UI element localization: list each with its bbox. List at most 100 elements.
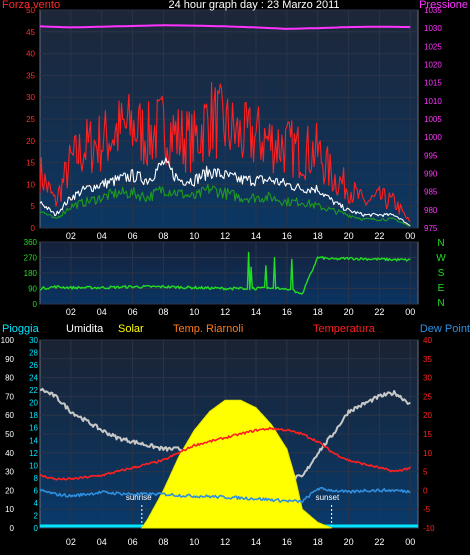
legend-label-2: Solar — [118, 323, 144, 335]
wind-average-series — [39, 183, 411, 228]
wind-tick-25: 25 — [26, 115, 35, 124]
pressure-tick-1020: 1020 — [424, 61, 442, 70]
humidity-tick-80: 80 — [5, 374, 14, 383]
humidity-tick-10: 10 — [5, 505, 14, 514]
compass-label-1: W — [436, 253, 446, 264]
x-tick-label-10: 10 — [189, 537, 199, 547]
rain-tick-28: 28 — [29, 349, 38, 358]
x-tick-label-18: 18 — [313, 231, 323, 241]
legend-label-4: Temperatura — [313, 323, 376, 335]
rain-tick-8: 8 — [34, 474, 39, 483]
wind-tick-0: 0 — [31, 224, 36, 233]
pressure-tick-975: 975 — [424, 224, 438, 233]
rain-tick-18: 18 — [29, 411, 38, 420]
wind-tick-30: 30 — [26, 93, 35, 102]
compass-label-4: N — [437, 298, 444, 309]
x-tick-label-04: 04 — [97, 537, 107, 547]
legend-label-3: Temp. Riarnoli — [173, 323, 243, 335]
temp-tick--10: -10 — [423, 524, 435, 533]
x-tick-label-04: 04 — [97, 231, 107, 241]
x-tick-label-08: 08 — [158, 307, 168, 317]
wind-tick-20: 20 — [26, 137, 35, 146]
temp-tick-40: 40 — [423, 336, 432, 345]
x-tick-label-20: 20 — [344, 537, 354, 547]
x-tick-label-16: 16 — [282, 231, 292, 241]
temp-tick-20: 20 — [423, 411, 432, 420]
x-tick-label-22: 22 — [374, 307, 384, 317]
direction-tick-180: 180 — [24, 269, 38, 278]
temp-tick-30: 30 — [423, 374, 432, 383]
compass-label-3: E — [438, 283, 445, 294]
dewpoint-series — [39, 486, 411, 504]
wind-tick-45: 45 — [26, 28, 35, 37]
direction-tick-360: 360 — [24, 238, 38, 247]
x-tick-label-16: 16 — [282, 307, 292, 317]
humidity-tick-100: 100 — [1, 336, 15, 345]
panel3-series: sunrise sunset — [39, 387, 418, 529]
rain-tick-20: 20 — [29, 399, 38, 408]
panel1-ticks: 0510152025303540455097598098599099510001… — [26, 6, 442, 241]
pressure-axis-label: Pressione — [419, 0, 468, 11]
pressure-tick-1030: 1030 — [424, 24, 442, 33]
wind-tick-5: 5 — [31, 202, 36, 211]
direction-tick-90: 90 — [28, 285, 37, 294]
wind-tick-15: 15 — [26, 159, 35, 168]
rain-tick-4: 4 — [34, 499, 39, 508]
rain-tick-12: 12 — [29, 449, 38, 458]
wind-direction-series — [39, 251, 411, 295]
temp-tick-10: 10 — [423, 449, 432, 458]
panel1-title: 24 hour graph day : 23 Marzo 2011 — [168, 0, 339, 11]
x-tick-label-02: 02 — [66, 307, 76, 317]
x-tick-label-12: 12 — [220, 537, 230, 547]
x-tick-label-08: 08 — [158, 231, 168, 241]
x-tick-label-12: 12 — [220, 231, 230, 241]
wind-gust-series — [39, 81, 411, 223]
rain-tick-10: 10 — [29, 461, 38, 470]
legend-label-0: Pioggia — [2, 323, 40, 335]
wind-tick-50: 50 — [26, 6, 35, 15]
solar-series — [140, 399, 332, 529]
temp-tick-0: 0 — [423, 486, 428, 495]
x-tick-label-16: 16 — [282, 537, 292, 547]
x-tick-label-10: 10 — [189, 231, 199, 241]
temperature-series — [39, 426, 411, 481]
temp-tick-35: 35 — [423, 355, 432, 364]
humidity-tick-40: 40 — [5, 449, 14, 458]
x-tick-label-14: 14 — [251, 231, 261, 241]
x-tick-label-18: 18 — [313, 537, 323, 547]
humidity-tick-90: 90 — [5, 355, 14, 364]
x-tick-label-20: 20 — [344, 231, 354, 241]
x-tick-label-20: 20 — [344, 307, 354, 317]
pressure-tick-985: 985 — [424, 188, 438, 197]
humidity-tick-50: 50 — [5, 430, 14, 439]
x-tick-label-02: 02 — [66, 231, 76, 241]
x-tick-label-06: 06 — [128, 537, 138, 547]
pressure-tick-1005: 1005 — [424, 115, 442, 124]
temp-tick-5: 5 — [423, 468, 428, 477]
x-tick-label-04: 04 — [97, 307, 107, 317]
x-tick-label-22: 22 — [374, 537, 384, 547]
direction-tick-0: 0 — [33, 300, 38, 309]
wind-axis-label: Forza vento — [2, 0, 60, 11]
temp-tick--5: -5 — [423, 505, 431, 514]
x-tick-label-00: 00 — [405, 231, 415, 241]
x-tick-label-22: 22 — [374, 231, 384, 241]
pressure-tick-995: 995 — [424, 151, 438, 160]
pressure-tick-980: 980 — [424, 206, 438, 215]
x-tick-label-12: 12 — [220, 307, 230, 317]
direction-tick-270: 270 — [24, 254, 38, 263]
x-tick-label-10: 10 — [189, 307, 199, 317]
x-tick-label-08: 08 — [158, 537, 168, 547]
rain-tick-22: 22 — [29, 386, 38, 395]
compass-label-0: N — [437, 238, 444, 249]
x-tick-label-00: 00 — [405, 307, 415, 317]
x-tick-label-14: 14 — [251, 307, 261, 317]
x-tick-label-14: 14 — [251, 537, 261, 547]
wind-tick-40: 40 — [26, 50, 35, 59]
compass-label-2: S — [438, 268, 445, 279]
annotation-label-sunset: sunset — [316, 493, 340, 502]
humidity-tick-70: 70 — [5, 392, 14, 401]
